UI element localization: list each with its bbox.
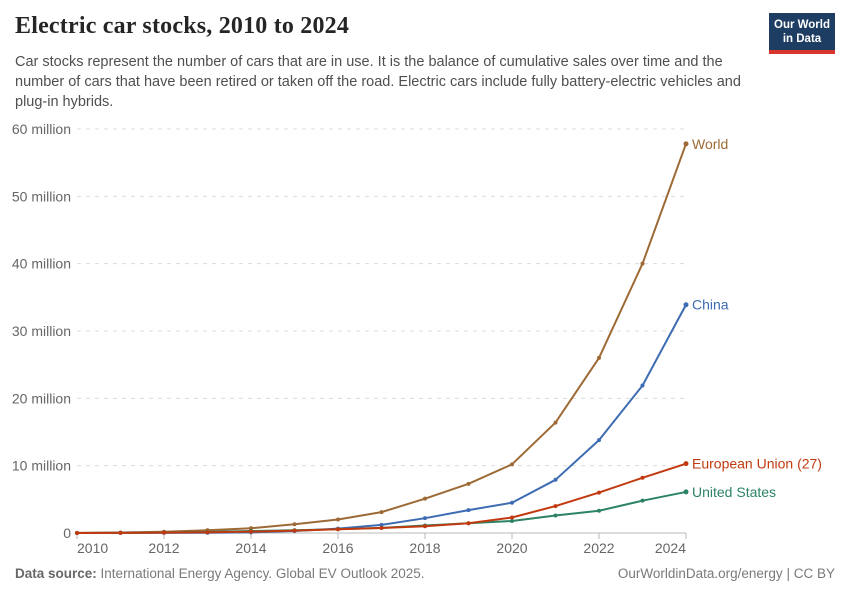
data-point-european-union-27 <box>118 530 123 535</box>
y-axis-label: 30 million <box>12 323 71 339</box>
data-point-european-union-27 <box>162 530 166 535</box>
data-point-european-union-27 <box>466 521 471 526</box>
x-axis-label: 2016 <box>322 540 353 556</box>
data-point-china <box>553 477 558 482</box>
data-point-european-union-27 <box>683 461 689 467</box>
data-source-label: Data source: <box>15 566 97 581</box>
x-axis-label: 2022 <box>583 540 614 556</box>
owid-logo-line2: in Data <box>782 33 822 46</box>
data-point-united-states <box>683 489 689 495</box>
series-end-label-european-union-27: European Union (27) <box>692 456 822 472</box>
license-label: CC BY <box>793 566 835 581</box>
data-point-world <box>423 496 427 501</box>
x-axis-label: 2012 <box>148 540 179 556</box>
x-axis-label: 2018 <box>409 540 440 556</box>
data-point-world <box>553 420 558 425</box>
chart-subtitle: Car stocks represent the number of cars … <box>15 54 741 110</box>
data-point-european-union-27 <box>336 527 340 532</box>
series-line-european-union-27 <box>76 462 687 534</box>
series-line-world <box>76 142 687 534</box>
data-point-european-union-27 <box>249 529 253 534</box>
data-point-world <box>597 355 601 360</box>
data-point-european-union-27 <box>640 475 645 480</box>
data-point-china <box>379 522 384 527</box>
data-point-world <box>379 510 384 515</box>
y-axis-label: 50 million <box>12 188 71 204</box>
data-point-china <box>510 500 514 505</box>
footer-separator: | <box>786 566 790 581</box>
data-point-united-states <box>597 508 601 513</box>
owid-url-link[interactable]: OurWorldinData.org/energy <box>617 566 783 581</box>
data-point-world <box>640 261 645 266</box>
data-point-china <box>466 508 471 513</box>
data-point-china <box>640 383 645 388</box>
data-point-world <box>510 462 514 467</box>
y-axis-label: 10 million <box>12 458 71 474</box>
data-point-china <box>683 302 689 308</box>
x-axis-label: 2014 <box>235 540 266 556</box>
x-axis-label: 2020 <box>496 540 527 556</box>
data-point-european-union-27 <box>292 528 297 533</box>
data-point-united-states <box>553 513 558 518</box>
data-point-european-union-27 <box>553 504 558 509</box>
series-end-label-united-states: United States <box>692 484 776 500</box>
y-axis-label: 60 million <box>12 121 71 137</box>
chart-footer: Data source: International Energy Agency… <box>15 566 835 581</box>
data-point-china <box>597 438 601 443</box>
x-axis-label: 2024 <box>655 540 686 556</box>
series-line-china <box>76 303 687 534</box>
data-point-european-union-27 <box>75 530 79 535</box>
data-point-united-states <box>640 498 645 503</box>
data-point-world <box>249 526 253 531</box>
owid-logo: Our World in Data <box>769 13 835 55</box>
data-point-european-union-27 <box>379 525 384 530</box>
data-point-world <box>336 517 340 522</box>
owid-logo-line1: Our World <box>774 19 831 31</box>
data-source-note: Data source: International Energy Agency… <box>15 566 425 581</box>
data-point-european-union-27 <box>423 524 427 529</box>
data-point-world <box>683 141 689 147</box>
data-point-united-states <box>510 519 514 524</box>
series-end-label-china: China <box>692 297 729 313</box>
series-end-label-world: World <box>692 136 728 152</box>
data-point-china <box>423 516 427 521</box>
y-axis-label: 20 million <box>12 390 71 406</box>
data-point-world <box>292 522 297 527</box>
data-source-text: International Energy Agency. Global EV O… <box>100 566 425 581</box>
y-axis-label: 0 <box>63 525 71 541</box>
footer-links: OurWorldinData.org/energy | CC BY <box>618 566 835 581</box>
data-point-european-union-27 <box>205 530 210 535</box>
data-point-european-union-27 <box>510 515 514 520</box>
x-axis-label: 2010 <box>77 540 108 556</box>
data-point-world <box>466 481 471 486</box>
data-point-european-union-27 <box>597 490 601 495</box>
y-axis-label: 40 million <box>12 256 71 272</box>
chart-title: Electric car stocks, 2010 to 2024 <box>15 13 350 39</box>
